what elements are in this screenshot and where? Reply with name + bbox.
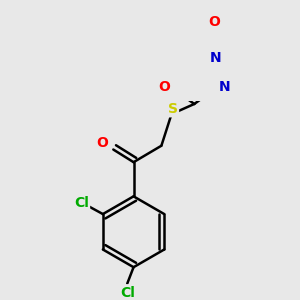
Text: N: N	[210, 51, 222, 65]
Text: O: O	[96, 136, 108, 150]
Text: N: N	[219, 80, 231, 94]
Text: O: O	[158, 80, 170, 94]
Text: Cl: Cl	[74, 196, 89, 210]
Text: O: O	[208, 15, 220, 29]
Text: S: S	[168, 102, 178, 116]
Text: Cl: Cl	[120, 286, 135, 299]
